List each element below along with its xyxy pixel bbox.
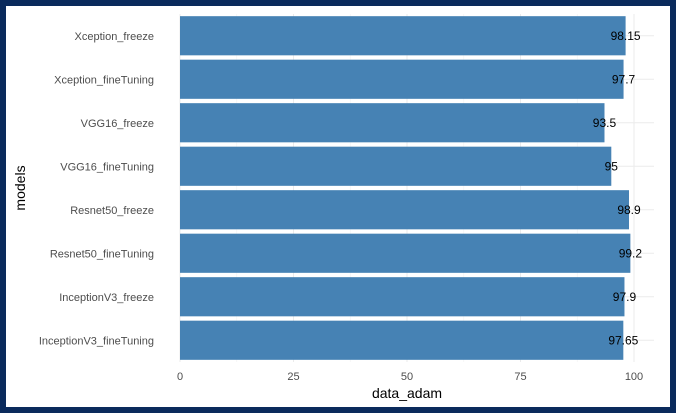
data-label: 99.2: [619, 246, 643, 260]
data-label: 98.15: [611, 29, 641, 43]
x-tick-label: 75: [514, 371, 526, 383]
data-label: 97.9: [613, 290, 637, 304]
y-tick-label: VGG16_fineTuning: [60, 161, 154, 173]
bar-Xception_freeze: [180, 16, 626, 56]
x-tick-label: 50: [401, 371, 413, 383]
bar-Xception_fineTuning: [180, 59, 624, 99]
bar-Resnet50_fineTuning: [180, 233, 631, 273]
data-label: 97.7: [612, 72, 636, 86]
bar-Resnet50_freeze: [180, 190, 630, 230]
bar-InceptionV3_freeze: [180, 277, 625, 317]
y-tick-labels: Xception_freeze Xception_fineTuning VGG16_…: [39, 31, 154, 348]
y-tick-label: Xception_freeze: [75, 31, 155, 43]
bar-VGG16_fineTuning: [180, 146, 612, 186]
chart-frame: 98.15 97.7 93.5 95 98.9 99.2 97.9 97.65 Xceptio…: [6, 6, 670, 407]
data-label: 95: [605, 159, 619, 173]
y-tick-label: Xception_fineTuning: [54, 74, 154, 86]
x-tick-label: 100: [625, 371, 643, 383]
data-labels: 98.15 97.7 93.5 95 98.9 99.2 97.9 97.65: [593, 29, 643, 348]
x-tick-labels: 0 25 50 75 100: [177, 371, 643, 383]
y-axis-title: models: [12, 165, 28, 210]
bar-VGG16_freeze: [180, 103, 605, 143]
y-tick-label: VGG16_freeze: [81, 118, 154, 130]
x-tick-label: 25: [287, 371, 299, 383]
bar-InceptionV3_fineTuning: [180, 320, 624, 360]
bar-chart: 98.15 97.7 93.5 95 98.9 99.2 97.9 97.65 Xceptio…: [12, 14, 654, 401]
y-tick-label: Resnet50_fineTuning: [50, 248, 154, 260]
bars: [180, 16, 631, 360]
y-tick-label: Resnet50_freeze: [70, 205, 154, 217]
data-label: 97.65: [608, 333, 638, 347]
y-tick-label: InceptionV3_fineTuning: [39, 335, 154, 347]
x-tick-label: 0: [177, 371, 183, 383]
data-label: 93.5: [593, 116, 617, 130]
x-axis-title: data_adam: [372, 385, 442, 401]
data-label: 98.9: [617, 203, 641, 217]
y-tick-label: InceptionV3_freeze: [59, 292, 154, 304]
